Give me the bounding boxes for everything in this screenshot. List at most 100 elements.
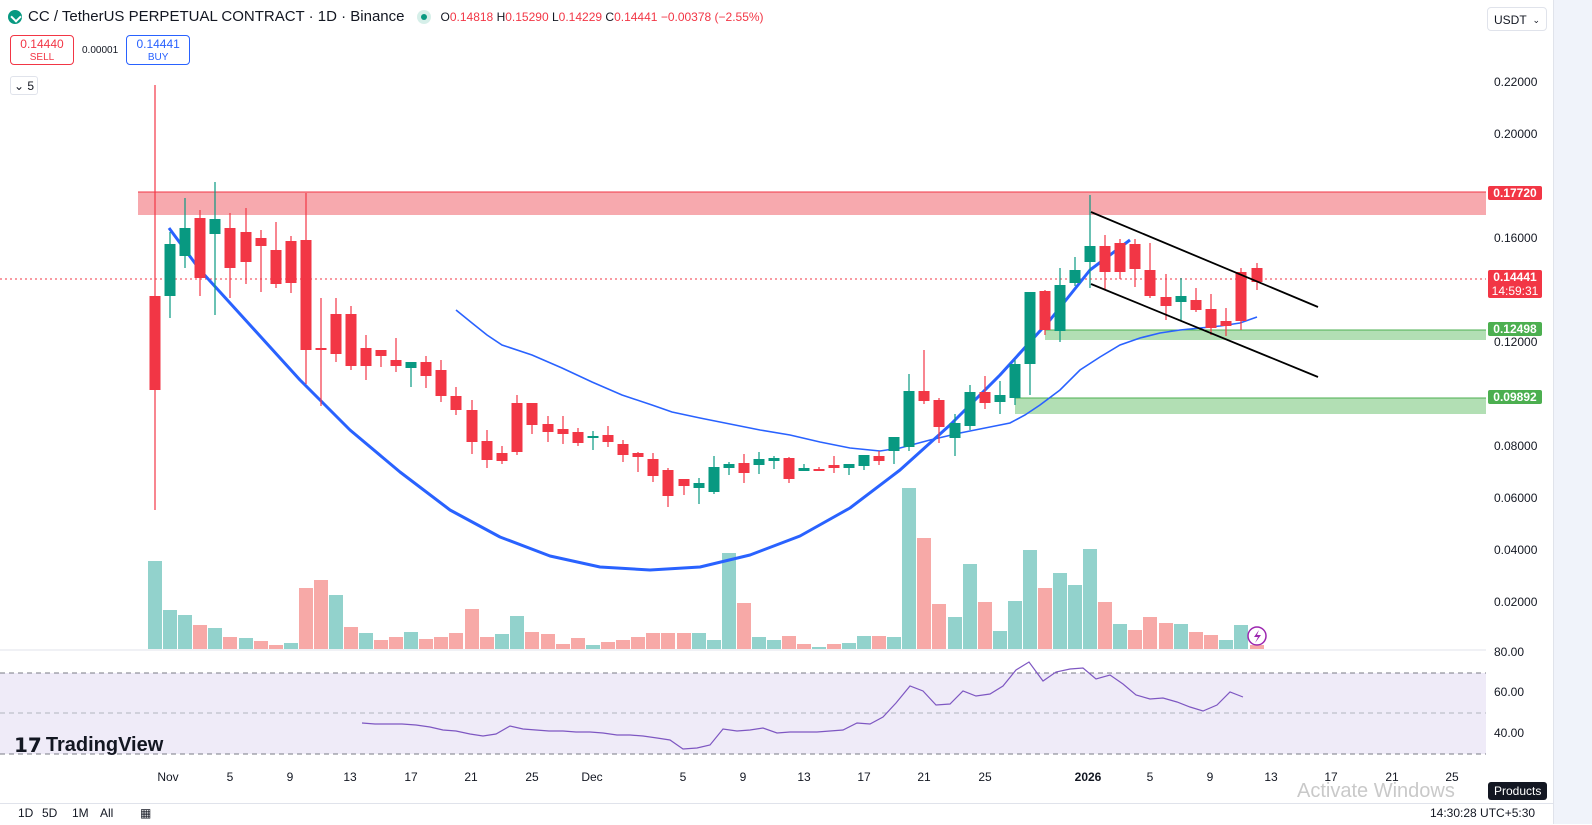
candle-body	[450, 396, 462, 410]
time-axis-label: 13	[797, 770, 811, 784]
time-axis-label: 21	[464, 770, 478, 784]
volume-bar	[254, 641, 268, 649]
volume-bar	[434, 637, 448, 649]
candle-body	[843, 464, 855, 468]
buy-button[interactable]: 0.14441 BUY	[126, 35, 191, 65]
volume-bar	[465, 609, 479, 649]
time-axis-label: 5	[1146, 770, 1154, 784]
volume-bar	[193, 625, 207, 649]
candle-body	[798, 468, 810, 471]
chart-canvas[interactable]	[0, 0, 1553, 803]
tradingview-logo-icon: 𝟭𝟳	[14, 735, 42, 757]
symbol-logo-icon	[8, 9, 22, 24]
candle-body	[285, 241, 297, 283]
spread-value: 0.00001	[82, 44, 119, 56]
price-axis-label: 60.00	[1494, 685, 1525, 699]
volume-bar	[722, 553, 736, 649]
candle-body	[768, 458, 780, 461]
candle-body	[828, 465, 840, 468]
price-axis-label: 0.06000	[1494, 491, 1538, 505]
volume-bar	[148, 561, 162, 649]
candle-body	[164, 244, 176, 296]
tradingview-logo[interactable]: 𝟭𝟳 TradingView	[14, 734, 164, 757]
volume-bar	[239, 638, 253, 649]
sell-button[interactable]: 0.14440 SELL	[10, 35, 74, 65]
calendar-icon[interactable]: ▦	[140, 806, 152, 820]
candle-body	[587, 436, 599, 438]
time-axis-label: 25	[978, 770, 992, 784]
chevron-down-icon: ⌄	[1532, 15, 1540, 25]
candle-body	[1084, 246, 1096, 262]
candle-body	[224, 228, 236, 268]
range-all[interactable]: All	[100, 806, 114, 820]
candle-body	[979, 392, 991, 403]
volume-bar	[1083, 549, 1097, 649]
lightning-bolt-icon	[1254, 630, 1261, 643]
volume-bar	[571, 638, 585, 649]
symbol-title[interactable]: CC / TetherUS PERPETUAL CONTRACT · 1D · …	[28, 8, 405, 25]
volume-bar	[269, 645, 283, 649]
volume-bar	[902, 488, 916, 649]
candle-body	[933, 400, 945, 427]
volume-bar	[963, 564, 977, 649]
volume-bar	[827, 644, 841, 649]
volume-bar	[812, 647, 826, 649]
products-tooltip: Products	[1488, 782, 1548, 800]
volume-bar	[1038, 588, 1052, 649]
candle-body	[813, 469, 825, 471]
time-axis-label: 17	[1324, 770, 1338, 784]
volume-bar	[677, 633, 691, 649]
time-axis-label: Dec	[581, 770, 603, 784]
volume-bar	[1143, 617, 1157, 649]
volume-bar	[631, 637, 645, 649]
price-axis-label: 0.22000	[1494, 75, 1538, 89]
volume-bar	[993, 631, 1007, 649]
volume-bar	[541, 634, 555, 649]
candle-body	[481, 441, 493, 460]
support-upper-zone	[1045, 330, 1486, 340]
volume-bar	[932, 604, 946, 649]
time-axis-label: 5	[679, 770, 687, 784]
volume-bar	[556, 644, 570, 649]
volume-bar	[374, 640, 388, 649]
volume-bar	[495, 634, 509, 649]
price-axis-label: 80.00	[1494, 645, 1525, 659]
volume-bar	[284, 643, 298, 649]
time-axis-label: 21	[1385, 770, 1399, 784]
candle-body	[1251, 268, 1263, 282]
range-1m[interactable]: 1M	[72, 806, 89, 820]
time-axis-label: 2026	[1074, 770, 1102, 784]
time-axis-label: 9	[739, 770, 747, 784]
volume-bar	[1023, 550, 1037, 649]
candle-body	[466, 410, 478, 442]
indicators-collapse-button[interactable]: ⌄ 5	[10, 76, 38, 95]
volume-bar	[223, 637, 237, 649]
chart-header: CC / TetherUS PERPETUAL CONTRACT · 1D · …	[8, 8, 764, 25]
time-axis-label: 13	[1264, 770, 1278, 784]
candle-body	[240, 232, 252, 262]
volume-bar	[1204, 635, 1218, 649]
candle-body	[738, 463, 750, 473]
volume-bar	[646, 633, 660, 649]
candle-body	[678, 479, 690, 486]
candle-body	[1024, 292, 1036, 364]
volume-bar	[661, 633, 675, 649]
price-change: −0.00378 (−2.55%)	[660, 9, 764, 24]
volume-bar	[208, 628, 222, 649]
volume-bar	[525, 632, 539, 649]
range-1d[interactable]: 1D	[18, 806, 34, 820]
candle-body	[345, 314, 357, 366]
volume-bar	[616, 640, 630, 649]
candle-body	[209, 219, 221, 234]
time-axis-label: 25	[525, 770, 539, 784]
candle-body	[708, 467, 720, 492]
candle-body	[360, 348, 372, 366]
moving-average-line	[455, 309, 1258, 452]
volume-bar	[707, 640, 721, 649]
volume-bar	[359, 633, 373, 649]
volume-bar	[737, 603, 751, 649]
range-5d[interactable]: 5D	[42, 806, 58, 820]
candle-body	[1099, 246, 1111, 272]
clock[interactable]: 14:30:28 UTC+5:30	[1430, 806, 1536, 820]
currency-select[interactable]: USDT ⌄	[1487, 7, 1547, 31]
